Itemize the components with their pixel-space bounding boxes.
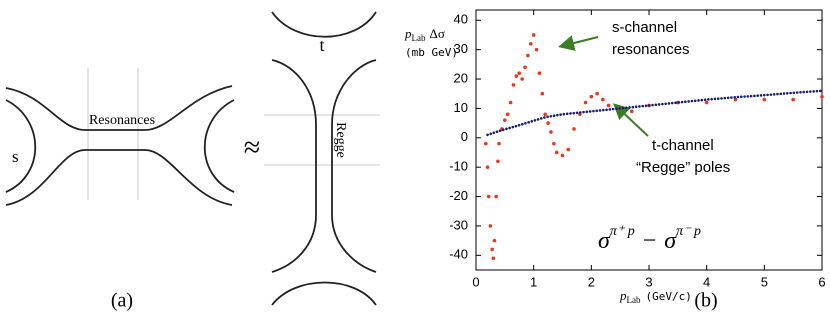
- data-point: [491, 256, 496, 261]
- y-tick-label: -10: [449, 159, 468, 174]
- panel-label: (a): [111, 290, 133, 312]
- formula-part: π⁺ p: [610, 224, 635, 239]
- x-label-subscript: Lab: [627, 295, 641, 305]
- data-point: [589, 94, 594, 99]
- formula-part: −: [643, 228, 657, 254]
- data-point: [514, 74, 519, 78]
- y-tick-label: 30: [454, 41, 468, 56]
- annotation: resonances: [612, 41, 690, 58]
- x-tick-label: 6: [818, 274, 825, 289]
- x-tick-label: 5: [761, 274, 768, 289]
- data-point: [543, 112, 547, 117]
- data-point: [566, 147, 571, 152]
- annotation: t-channel: [652, 137, 714, 154]
- data-point: [540, 91, 545, 96]
- s-label: s: [12, 147, 19, 166]
- data-point: [485, 165, 490, 169]
- data-point: [554, 150, 559, 155]
- data-point: [531, 33, 536, 37]
- data-point: [549, 130, 553, 134]
- approx: ≈: [244, 131, 260, 164]
- propagator: [5, 99, 37, 193]
- y-tick-label: 0: [461, 129, 468, 144]
- propagator: [5, 85, 233, 131]
- y-label-subscript: Lab: [412, 33, 426, 43]
- data-point: [486, 194, 491, 199]
- data-point: [583, 100, 588, 105]
- x-tick-label: 2: [588, 274, 595, 289]
- annotation-arrow: [558, 35, 599, 51]
- data-point: [505, 112, 510, 117]
- x-label-symbol: p: [619, 288, 627, 303]
- annotation: s-channel: [612, 19, 677, 36]
- data-point: [546, 121, 550, 125]
- data-point: [595, 91, 599, 96]
- y-axis-unit: (mb GeV): [405, 46, 458, 59]
- y-axis-label: pLab Δσ: [404, 26, 445, 43]
- data-point: [488, 224, 493, 228]
- formula-part: σ: [598, 228, 611, 254]
- data-point: [704, 100, 709, 105]
- data-point: [572, 127, 576, 131]
- y-label-rest: Δσ: [430, 26, 445, 41]
- panel-label: (b): [694, 290, 717, 312]
- data-point: [552, 141, 556, 146]
- data-point: [503, 118, 507, 122]
- regge-label: Regge: [333, 122, 348, 158]
- data-point: [492, 238, 497, 243]
- data-point: [791, 97, 795, 102]
- data-point: [534, 47, 539, 52]
- data-point: [496, 159, 500, 164]
- data-point: [484, 141, 488, 146]
- x-tick-label: 3: [645, 274, 652, 289]
- x-tick-label: 0: [472, 274, 479, 289]
- propagator: [271, 281, 377, 306]
- propagator: [203, 99, 235, 193]
- data-point: [494, 194, 498, 199]
- propagator: [271, 11, 377, 38]
- y-tick-label: -20: [449, 188, 468, 203]
- data-point: [520, 77, 524, 81]
- data-point: [517, 71, 522, 75]
- fit-line: [486, 89, 824, 137]
- y-tick-label: 10: [454, 100, 468, 115]
- data-point: [528, 41, 533, 46]
- chart: pLab Δσ (mb GeV) pLab (GeV/c) s-channel re…: [404, 9, 826, 305]
- y-tick-label: 20: [454, 70, 468, 85]
- data-point: [537, 71, 542, 75]
- formula-part: π⁻ p: [676, 224, 701, 239]
- resonances-label: Resonances: [89, 113, 155, 128]
- diagram-a: s Resonances ≈ t Regge (a): [5, 11, 380, 312]
- data-point: [560, 153, 565, 158]
- x-tick-label: 4: [703, 274, 710, 289]
- x-tick-label: 1: [530, 274, 537, 289]
- y-tick-label: -40: [449, 247, 468, 262]
- formula-part: σ: [664, 228, 677, 254]
- t-label: t: [319, 35, 324, 55]
- data-point: [490, 247, 494, 252]
- data-point: [733, 97, 738, 102]
- data-point: [629, 109, 634, 114]
- data-point: [511, 83, 516, 87]
- data-point: [523, 65, 527, 70]
- propagator: [271, 59, 317, 273]
- y-tick-label: -30: [449, 217, 468, 232]
- formula: σπ⁺ p − σπ⁻ p: [598, 224, 701, 253]
- data-point: [762, 97, 767, 102]
- data-point: [820, 94, 824, 99]
- data-point: [526, 53, 530, 58]
- data-point: [606, 103, 611, 108]
- y-label-symbol: p: [404, 26, 412, 41]
- annotation: “Regge” poles: [636, 159, 730, 176]
- x-label-unit: (GeV/c): [646, 290, 692, 303]
- propagator: [5, 149, 233, 206]
- data-point: [601, 97, 605, 102]
- y-tick-label: 40: [454, 12, 468, 27]
- data-point: [508, 100, 513, 105]
- data-point: [497, 141, 501, 146]
- propagator: [331, 59, 377, 273]
- annotation-arrow: [613, 103, 649, 137]
- x-axis-label: pLab (GeV/c): [619, 288, 692, 305]
